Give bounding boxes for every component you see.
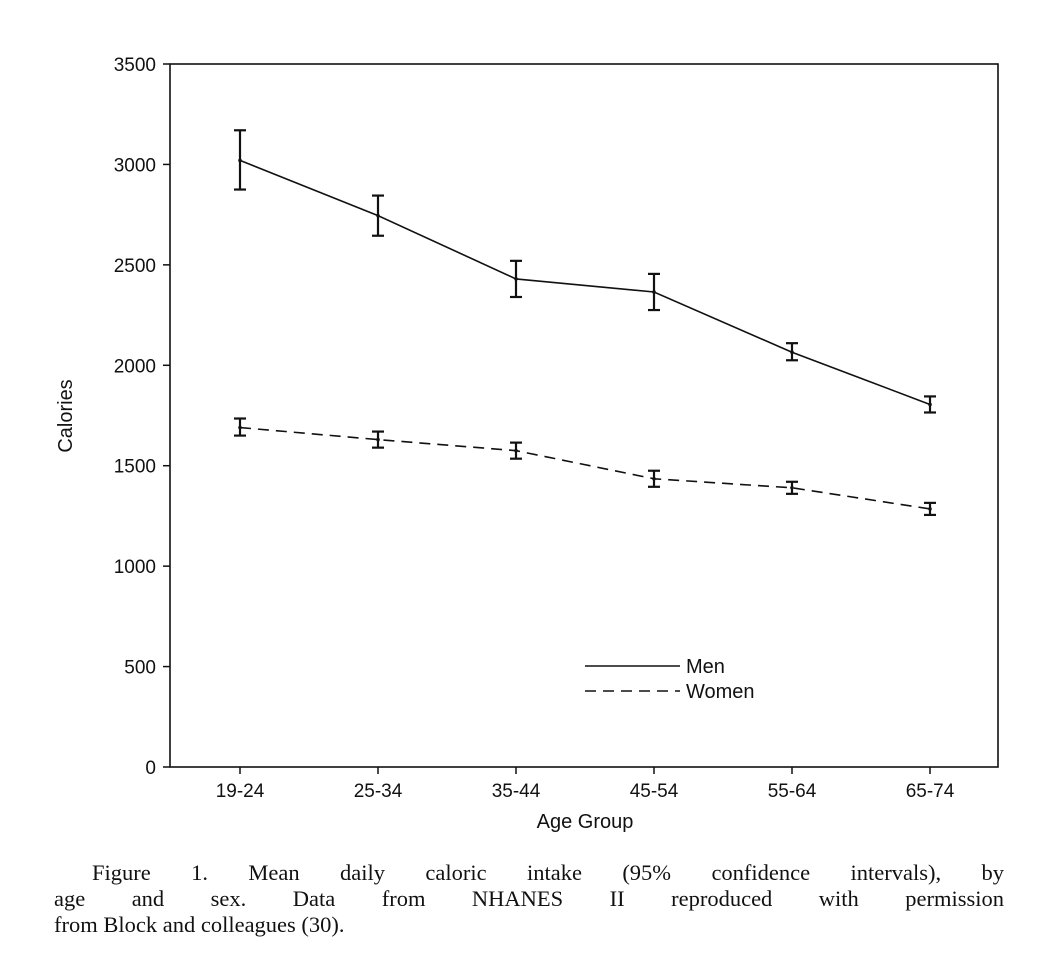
- y-tick-label: 1500: [114, 457, 156, 478]
- y-tick-label: 2000: [114, 356, 156, 377]
- legend-label-men: Men: [686, 656, 725, 678]
- data-point-women: [928, 507, 932, 511]
- data-point-women: [514, 448, 518, 453]
- y-axis-label: Calories: [55, 379, 77, 452]
- series-line-women: [239, 426, 931, 510]
- y-tick-label: 2500: [114, 256, 156, 277]
- data-point-men: [238, 158, 242, 163]
- figure-caption: Figure 1. Mean daily caloric intake (95%…: [54, 860, 1004, 938]
- caption-line-1: Figure 1. Mean daily caloric intake (95%…: [92, 860, 1004, 885]
- data-point-women: [376, 437, 380, 442]
- x-tick-label: 55-64: [768, 781, 817, 802]
- y-tick-label: 3000: [114, 155, 156, 176]
- legend: Men Women: [585, 656, 755, 703]
- line-chart: 0 500 1000 1500 2000 2500 3000 3500 19-24 25-34 3…: [55, 55, 999, 833]
- data-point-men: [376, 213, 380, 218]
- data-point-women: [238, 425, 242, 430]
- series-women: [234, 417, 936, 517]
- x-axis-label: Age Group: [537, 811, 634, 833]
- y-tick-label: 3500: [114, 55, 156, 76]
- x-tick-label: 45-54: [630, 781, 679, 802]
- series-line-men: [239, 159, 931, 406]
- x-tick-label: 65-74: [906, 781, 955, 802]
- caption-line-3: from Block and colleagues (30).: [54, 912, 345, 937]
- data-point-men: [652, 290, 656, 294]
- y-tick-label: 1000: [114, 557, 156, 578]
- legend-label-women: Women: [686, 681, 755, 703]
- series-men: [234, 129, 936, 414]
- plot-area-frame: [169, 63, 999, 768]
- data-point-men: [790, 350, 794, 355]
- data-point-women: [652, 476, 656, 481]
- caption-line-2: age and sex. Data from NHANES II reprodu…: [54, 886, 1004, 911]
- data-point-women: [790, 486, 794, 490]
- data-point-men: [928, 402, 932, 407]
- data-point-men: [514, 277, 518, 281]
- x-tick-label: 19-24: [216, 781, 265, 802]
- x-tick-label: 25-34: [354, 781, 403, 802]
- y-tick-label: 0: [145, 758, 156, 779]
- x-tick-label: 35-44: [492, 781, 541, 802]
- y-tick-label: 500: [124, 658, 156, 679]
